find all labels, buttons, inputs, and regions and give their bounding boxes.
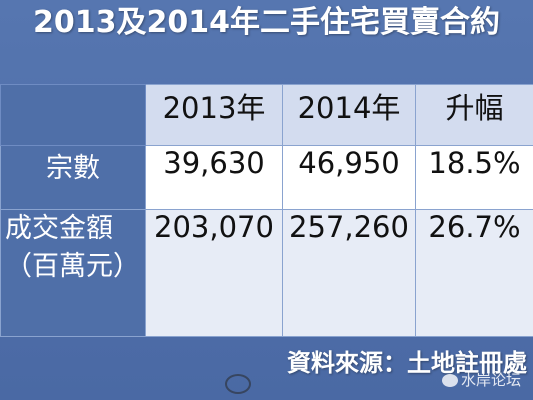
wechat-icon (442, 374, 458, 387)
row-header-amount-line1: 成交金額 (5, 213, 113, 244)
table-corner-cell (0, 84, 146, 146)
cell-amount-2014: 257,260 (282, 209, 416, 337)
source-note: 資料來源：土地註冊處 (287, 349, 527, 377)
row-header-amount-line2: （百萬元） (5, 251, 140, 282)
column-header-2014: 2014年 (282, 84, 416, 146)
table-header-row: 2013年 2014年 升幅 (0, 84, 533, 146)
cell-amount-change: 26.7% (415, 209, 533, 337)
row-header-count: 宗數 (0, 145, 146, 210)
cell-count-2013: 39,630 (145, 145, 283, 210)
watermark: 水岸论坛 (442, 369, 521, 390)
cell-count-change: 18.5% (415, 145, 533, 210)
page-title: 2013及2014年二手住宅買賣合約 (33, 5, 500, 40)
watermark-text: 水岸论坛 (461, 371, 522, 389)
cell-count-2014: 46,950 (282, 145, 416, 210)
weibo-icon (225, 374, 251, 394)
column-header-2013: 2013年 (145, 84, 283, 146)
row-header-amount: 成交金額 （百萬元） (0, 209, 146, 337)
cell-amount-2013: 203,070 (145, 209, 283, 337)
column-header-change: 升幅 (415, 84, 533, 146)
table-row: 成交金額 （百萬元） 203,070 257,260 26.7% (0, 209, 533, 337)
table-row: 宗數 39,630 46,950 18.5% (0, 145, 533, 210)
data-table: 2013年 2014年 升幅 宗數 39,630 46,950 18.5% 成交… (0, 84, 533, 337)
